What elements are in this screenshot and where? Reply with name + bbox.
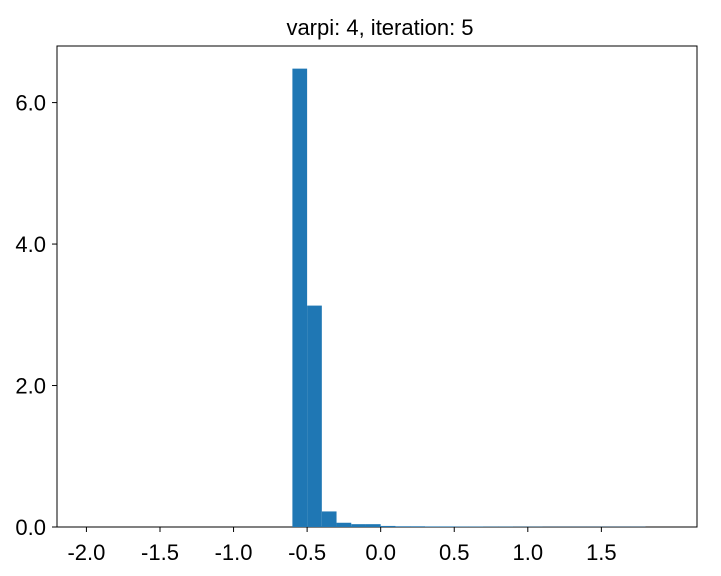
chart-title: varpi: 4, iteration: 5 (286, 15, 473, 40)
y-tick-label-2: 4.0 (15, 232, 46, 257)
x-tick-label-4: 0.0 (365, 540, 396, 565)
bars-layer (292, 68, 646, 528)
x-tick-label-7: 1.5 (586, 540, 617, 565)
x-tick-label-0: -2.0 (67, 540, 105, 565)
histogram-bar-4 (351, 524, 366, 527)
histogram-bar-0 (292, 68, 308, 528)
histogram-bar-10 (439, 526, 455, 527)
x-tick-label-2: -1.0 (215, 540, 253, 565)
x-tick-label-5: 0.5 (439, 540, 470, 565)
x-tick-label-6: 1.0 (513, 540, 544, 565)
y-tick-label-1: 2.0 (15, 374, 46, 399)
x-axis: -2.0 -1.5 -1.0 -0.5 0.0 0.5 1.0 1.5 (67, 527, 617, 565)
y-tick-label-3: 6.0 (15, 91, 46, 116)
histogram-bar-7 (395, 526, 411, 527)
y-tick-label-0: 0.0 (15, 515, 46, 540)
y-axis: 0.0 2.0 4.0 6.0 (15, 91, 57, 540)
histogram-bar-3 (336, 522, 352, 527)
plot-frame (56, 45, 698, 528)
histogram-bar-2 (321, 511, 337, 527)
x-tick-label-1: -1.5 (141, 540, 179, 565)
x-tick-label-3: -0.5 (288, 540, 326, 565)
histogram-bar-5 (365, 524, 381, 527)
histogram-bar-1 (307, 305, 322, 527)
histogram-bar-8 (410, 526, 425, 527)
histogram-bar-6 (380, 525, 396, 527)
histogram-bar-9 (424, 526, 440, 527)
